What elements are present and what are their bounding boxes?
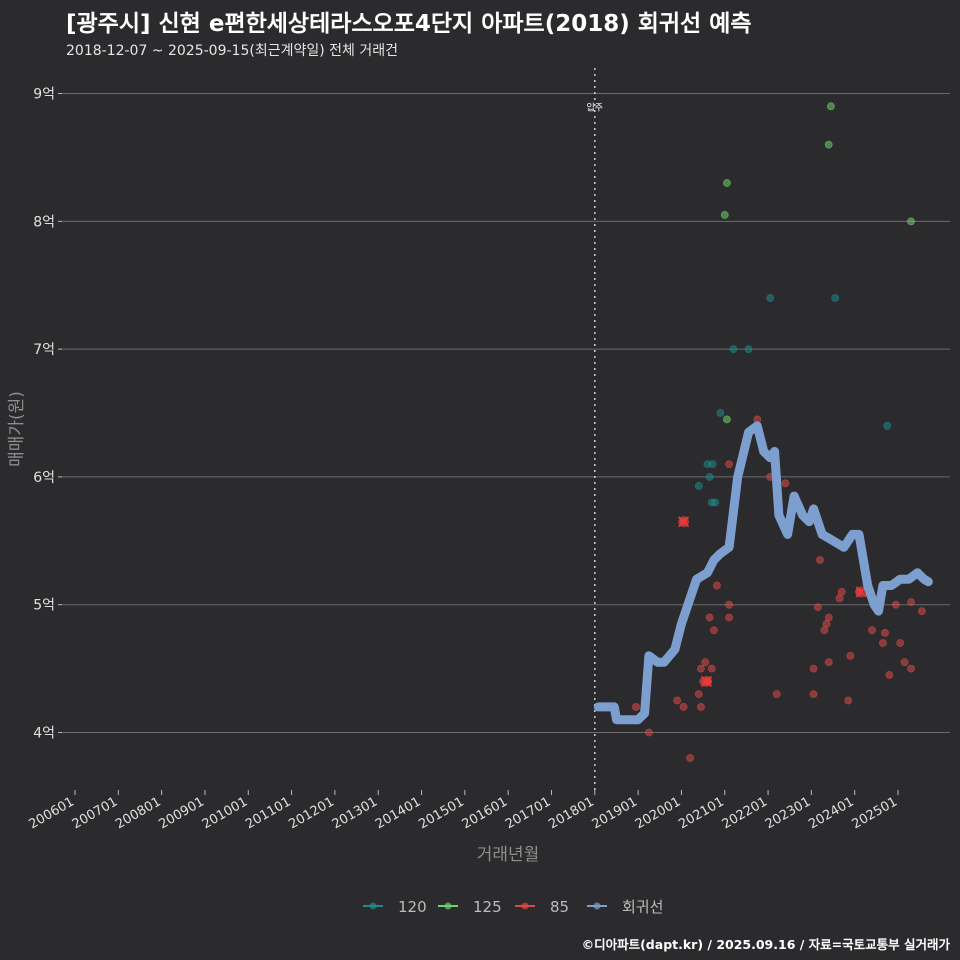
scatter-point-120	[705, 473, 714, 481]
legend-label: 125	[473, 898, 502, 916]
x-tick-label: 200901	[156, 794, 206, 832]
scatter-point-85	[816, 556, 824, 564]
legend-swatch-dot	[369, 902, 377, 910]
x-tick-label: 202201	[720, 794, 770, 832]
x-tick-label: 201401	[373, 794, 423, 832]
y-tick-label: 7억	[33, 342, 55, 358]
scatter-point-85	[705, 613, 714, 622]
scatter-point-120	[883, 421, 892, 430]
legend-label: 회귀선	[622, 898, 663, 916]
scatter-point-85	[725, 460, 733, 469]
scatter-point-85	[632, 703, 640, 711]
scatter-point-85	[679, 703, 688, 711]
y-tick-label: 6억	[33, 470, 55, 486]
scatter-point-120	[744, 345, 753, 354]
scatter-point-85	[891, 600, 900, 609]
scatter-point-85	[781, 479, 790, 488]
scatter-point-85	[900, 658, 909, 667]
scatter-point-85	[697, 703, 705, 711]
x-tick-label: 201801	[546, 794, 596, 832]
scatter-point-85	[713, 581, 721, 590]
scatter-point-85	[844, 696, 853, 705]
scatter-point-120	[694, 481, 703, 490]
scatter-point-85	[824, 613, 833, 622]
legend-swatch-dot	[521, 902, 529, 910]
scatter-point-85	[917, 607, 926, 615]
x-tick-label: 202001	[633, 794, 683, 832]
scatter-point-85	[809, 664, 818, 673]
legend-swatch-dot	[593, 902, 601, 910]
x-tick-label: 202401	[806, 794, 856, 832]
x-tick-label: 201001	[200, 794, 250, 832]
scatter-point-85	[837, 588, 846, 596]
scatter-point-120	[831, 294, 840, 302]
scatter-point-85	[701, 658, 710, 667]
highlight-x-marker	[678, 516, 690, 528]
x-tick-label: 202501	[850, 794, 900, 832]
scatter-point-120	[766, 294, 775, 302]
scatter-point-125	[824, 140, 833, 149]
x-tick-label: 201201	[286, 794, 336, 832]
x-tick-label: 200701	[70, 794, 120, 832]
x-tick-label: 201501	[416, 794, 466, 832]
scatter-point-85	[707, 664, 716, 673]
legend-label: 85	[550, 898, 569, 916]
scatter-point-120	[716, 409, 725, 417]
scatter-point-85	[881, 628, 889, 637]
regression-line	[593, 421, 933, 725]
scatter-point-85	[907, 598, 915, 607]
scatter-point-85	[697, 664, 705, 673]
y-tick-label: 4억	[33, 725, 55, 741]
scatter-point-120	[729, 345, 738, 354]
scatter-point-85	[813, 603, 822, 612]
scatter-point-120	[711, 498, 720, 507]
scatter-point-85	[846, 651, 855, 660]
y-tick-label: 5억	[33, 598, 55, 614]
scatter-point-125	[826, 102, 835, 111]
scatter-point-125	[720, 211, 729, 219]
scatter-point-85	[878, 639, 887, 647]
scatter-point-125	[907, 217, 915, 226]
y-tick-label: 8억	[33, 214, 55, 230]
scatter-point-85	[896, 639, 905, 647]
source-caption: ©디아파트(dapt.kr) / 2025.09.16 / 자료=국토교통부 실…	[581, 937, 950, 952]
scatter-point-85	[725, 600, 733, 609]
x-tick-label: 202101	[676, 794, 726, 832]
x-tick-label: 201601	[460, 794, 510, 832]
scatter-point-85	[772, 690, 781, 699]
x-tick-label: 200801	[113, 794, 163, 832]
y-tick-label: 9억	[33, 87, 55, 103]
scatter-point-85	[824, 658, 833, 667]
x-tick-label: 202301	[763, 794, 813, 832]
scatter-point-85	[809, 690, 818, 699]
legend-swatch-dot	[444, 902, 452, 910]
move-in-label: 입주	[587, 102, 604, 114]
x-tick-label: 201101	[243, 794, 293, 832]
scatter-point-85	[673, 696, 682, 705]
chart-subtitle: 2018-12-07 ~ 2025-09-15(최근계약일) 전체 거래건	[66, 43, 398, 59]
scatter-point-125	[723, 415, 731, 424]
x-tick-label: 201701	[503, 794, 553, 832]
scatter-point-85	[907, 664, 915, 673]
scatter-point-120	[708, 460, 717, 469]
scatter-point-85	[645, 728, 653, 737]
x-tick-label: 201901	[590, 794, 640, 832]
y-axis-title: 매매가(원)	[7, 391, 27, 467]
chart-title: [광주시] 신현 e편한세상테라스오포4단지 아파트(2018) 회귀선 예측	[66, 11, 752, 37]
scatter-point-85	[694, 690, 703, 699]
scatter-point-85	[868, 626, 876, 635]
x-axis-title: 거래년월	[477, 845, 540, 865]
highlight-x-marker	[700, 675, 713, 687]
scatter-point-125	[723, 179, 731, 187]
scatter-point-85	[686, 754, 694, 762]
legend-label: 120	[398, 898, 427, 916]
scatter-point-85	[885, 671, 894, 679]
scatter-point-85	[710, 626, 718, 635]
x-tick-label: 201301	[330, 794, 380, 832]
scatter-point-85	[725, 613, 733, 622]
x-tick-label: 200601	[27, 794, 77, 832]
